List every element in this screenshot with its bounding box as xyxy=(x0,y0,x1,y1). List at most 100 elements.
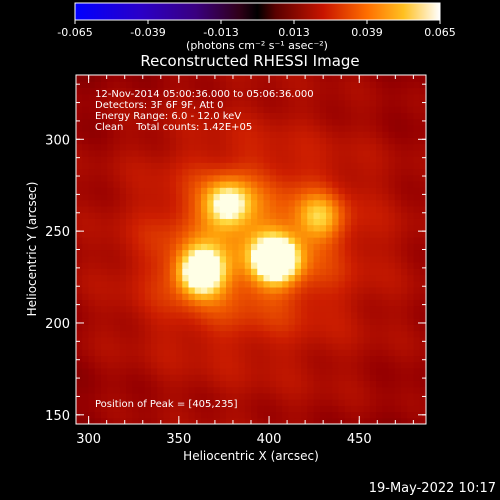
heatmap-cell xyxy=(107,318,115,325)
heatmap-cell xyxy=(213,311,221,319)
heatmap-cell xyxy=(213,106,221,113)
heatmap-cell xyxy=(407,106,415,113)
heatmap-cell xyxy=(351,411,358,419)
heatmap-cell xyxy=(169,293,177,300)
heatmap-cell xyxy=(82,417,90,424)
heatmap-cell xyxy=(163,280,171,288)
heatmap-cell xyxy=(238,143,246,151)
heatmap-cell xyxy=(157,255,165,263)
heatmap-cell xyxy=(294,106,302,113)
heatmap-cell xyxy=(369,168,377,176)
heatmap-cell xyxy=(407,286,415,294)
heatmap-cell xyxy=(194,374,202,381)
heatmap-cell xyxy=(351,361,358,369)
heatmap-cell xyxy=(126,218,133,226)
heatmap-cell xyxy=(88,224,96,232)
heatmap-cell xyxy=(338,392,346,400)
heatmap-cell xyxy=(151,180,158,188)
heatmap-cell xyxy=(376,261,383,269)
heatmap-cell xyxy=(138,212,146,219)
heatmap-cell xyxy=(419,293,426,300)
heatmap-cell xyxy=(419,168,426,176)
heatmap-cell xyxy=(332,143,340,151)
heatmap-cell xyxy=(201,355,208,363)
heatmap-cell xyxy=(363,243,371,251)
heatmap-cell xyxy=(94,99,102,107)
heatmap-cell xyxy=(151,168,158,176)
heatmap-cell xyxy=(176,174,183,182)
heatmap-cell xyxy=(288,293,296,300)
heatmap-cell xyxy=(132,392,140,400)
heatmap-cell xyxy=(344,380,352,388)
heatmap-cell xyxy=(244,355,252,363)
heatmap-cell xyxy=(251,380,258,388)
heatmap-cell xyxy=(76,261,83,269)
heatmap-cell xyxy=(301,349,308,357)
heatmap-cell xyxy=(419,299,426,307)
heatmap-cell xyxy=(326,374,333,381)
heatmap-cell xyxy=(194,180,202,188)
heatmap-cell xyxy=(226,156,233,163)
heatmap-cell xyxy=(101,187,108,195)
heatmap-cell xyxy=(351,87,358,95)
heatmap-cell xyxy=(194,230,202,238)
heatmap-cell xyxy=(144,361,152,369)
heatmap-cell xyxy=(126,137,133,145)
heatmap-cell xyxy=(107,336,115,344)
heatmap-cell xyxy=(194,392,202,400)
heatmap-cell xyxy=(157,143,165,151)
heatmap-cell xyxy=(419,399,426,406)
heatmap-cell xyxy=(157,168,165,176)
heatmap-cell xyxy=(188,268,196,276)
heatmap-cell xyxy=(382,162,390,170)
heatmap-cell xyxy=(76,417,83,424)
heatmap-cell xyxy=(226,380,233,388)
heatmap-cell xyxy=(219,218,227,226)
heatmap-cell xyxy=(157,405,165,413)
heatmap-cell xyxy=(169,411,177,419)
heatmap-cell xyxy=(263,349,271,357)
heatmap-cell xyxy=(288,156,296,163)
heatmap-cell xyxy=(288,162,296,170)
heatmap-cell xyxy=(94,75,102,82)
heatmap-cell xyxy=(188,143,196,151)
heatmap-cell xyxy=(176,355,183,363)
heatmap-cell xyxy=(88,230,96,238)
heatmap-cell xyxy=(88,205,96,213)
heatmap-cell xyxy=(294,162,302,170)
heatmap-cell xyxy=(307,330,315,338)
heatmap-cell xyxy=(276,367,283,375)
heatmap-cell xyxy=(276,342,283,350)
heatmap-cell xyxy=(294,81,302,89)
heatmap-cell xyxy=(326,405,333,413)
heatmap-cell xyxy=(338,318,346,325)
heatmap-cell xyxy=(294,399,302,406)
heatmap-cell xyxy=(182,99,190,107)
heatmap-cell xyxy=(363,218,371,226)
heatmap-cell xyxy=(251,280,258,288)
heatmap-cell xyxy=(376,224,383,232)
heatmap-cell xyxy=(219,386,227,394)
heatmap-cell xyxy=(76,93,83,101)
heatmap-cell xyxy=(144,417,152,424)
heatmap-cell xyxy=(94,87,102,95)
heatmap-cell xyxy=(307,75,315,82)
heatmap-cell xyxy=(82,255,90,263)
heatmap-cell xyxy=(101,405,108,413)
heatmap-cell xyxy=(201,411,208,419)
heatmap-cell xyxy=(138,318,146,325)
heatmap-cell xyxy=(401,180,408,188)
heatmap-cell xyxy=(194,380,202,388)
heatmap-cell xyxy=(176,380,183,388)
heatmap-cell xyxy=(351,224,358,232)
heatmap-cell xyxy=(76,243,83,251)
heatmap-cell xyxy=(151,75,158,82)
heatmap-cell xyxy=(313,75,321,82)
heatmap-cell xyxy=(326,118,333,126)
heatmap-cell xyxy=(219,243,227,251)
heatmap-cell xyxy=(126,118,133,126)
heatmap-cell xyxy=(282,367,290,375)
heatmap-cell xyxy=(113,330,121,338)
heatmap-cell xyxy=(257,305,265,313)
heatmap-cell xyxy=(326,249,333,257)
